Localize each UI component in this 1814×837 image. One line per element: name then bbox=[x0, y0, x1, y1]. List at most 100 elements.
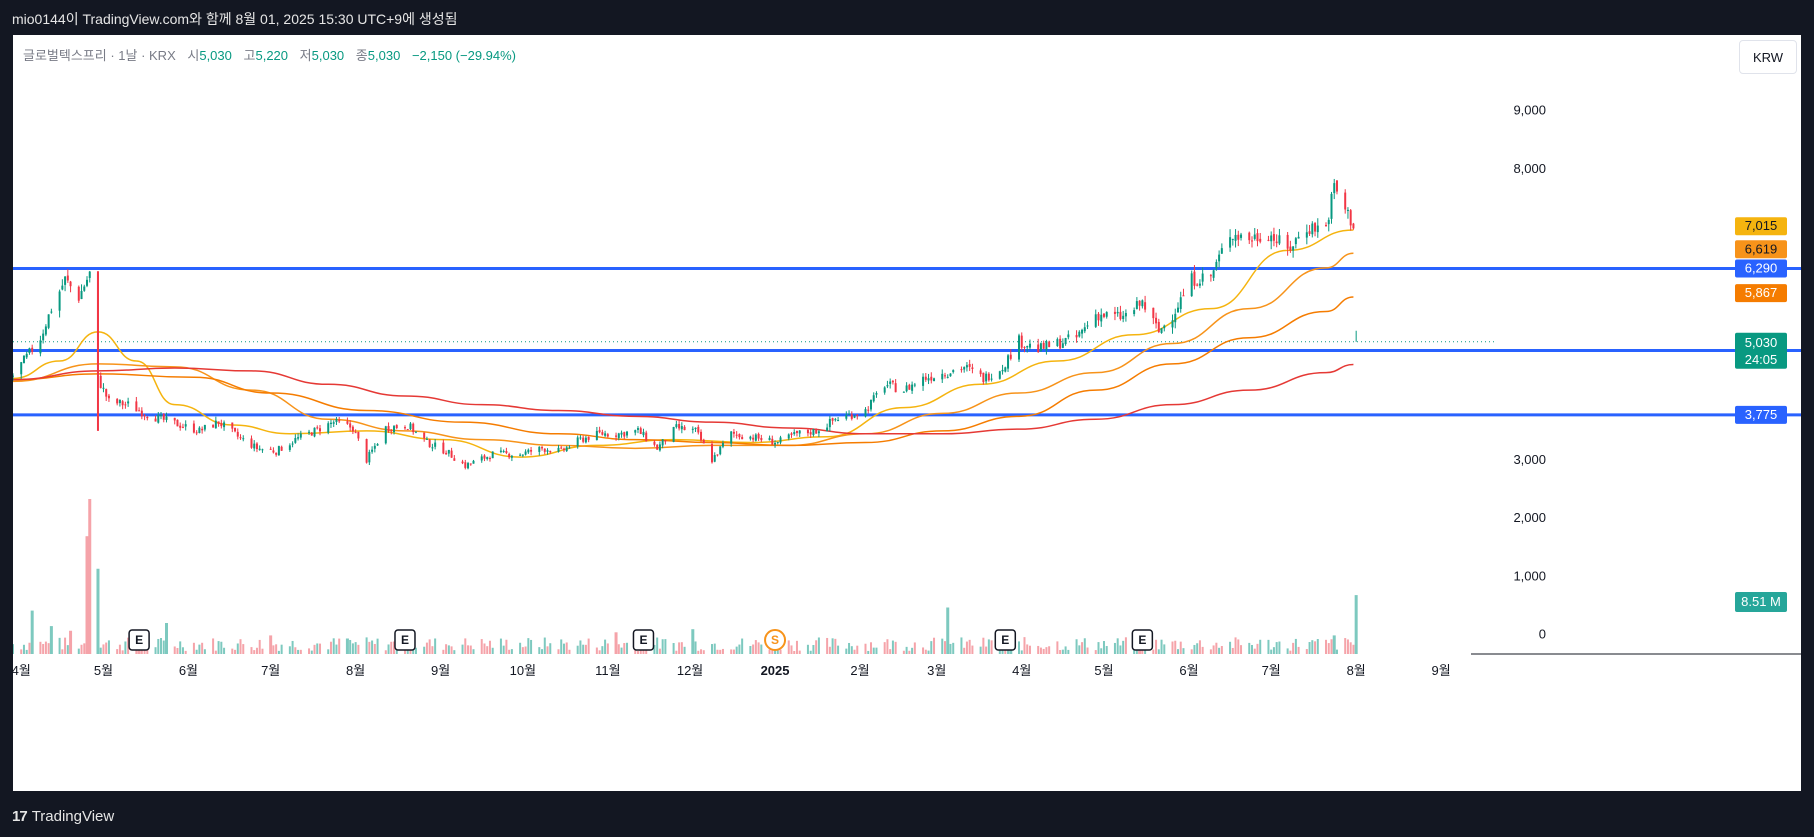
candle-body bbox=[700, 431, 703, 441]
volume-bar bbox=[179, 641, 182, 654]
tradingview-logo[interactable]: 17 TradingView bbox=[12, 807, 114, 827]
candle-body bbox=[790, 433, 793, 435]
candle-body bbox=[483, 455, 486, 459]
candle-body bbox=[1023, 346, 1026, 348]
tradingview-brand: TradingView bbox=[31, 808, 115, 825]
volume-bar bbox=[261, 648, 264, 654]
candle-body bbox=[406, 429, 409, 431]
volume-bar bbox=[499, 638, 502, 654]
volume-bar bbox=[1020, 650, 1023, 654]
chart-area[interactable]: 4월 5월 6월 7월 8월 9월 10월 11월 12월 2025 2월 3월 4월 5월 6월 7월 8월 9… bbox=[13, 35, 1801, 791]
candle-body bbox=[1155, 317, 1158, 324]
volume-bar bbox=[1039, 647, 1042, 654]
candle-body bbox=[1026, 346, 1029, 348]
candle-body bbox=[371, 449, 374, 452]
volume-bar bbox=[790, 645, 793, 654]
candle-body bbox=[64, 276, 67, 285]
candle-body bbox=[143, 415, 146, 417]
candle-body bbox=[165, 416, 168, 420]
candle-body bbox=[1286, 234, 1289, 249]
candle-body bbox=[351, 426, 354, 432]
candle-body bbox=[1160, 328, 1163, 333]
volume-bar bbox=[1064, 646, 1067, 654]
candle-body bbox=[541, 447, 544, 449]
candle-body bbox=[1240, 234, 1243, 238]
candle-body bbox=[1124, 313, 1127, 317]
volume-bar bbox=[1119, 645, 1122, 654]
volume-bar bbox=[184, 650, 187, 654]
volume-bar bbox=[1061, 649, 1064, 654]
volume-bar bbox=[626, 642, 629, 654]
candle-body bbox=[524, 451, 527, 455]
volume-bar bbox=[291, 640, 294, 654]
volume-bar bbox=[1042, 648, 1045, 654]
volume-bar bbox=[653, 644, 656, 654]
candle-body bbox=[1229, 237, 1232, 248]
volume-bar bbox=[828, 646, 831, 654]
volume-bar bbox=[905, 646, 908, 654]
volume-bar bbox=[165, 623, 169, 654]
volume-bar bbox=[565, 642, 568, 654]
candle-body bbox=[623, 432, 626, 437]
volume-bar bbox=[450, 646, 453, 654]
candle-body bbox=[1100, 314, 1103, 322]
candle-body bbox=[1020, 335, 1023, 348]
candle-body bbox=[505, 451, 508, 454]
candle-body bbox=[349, 423, 352, 428]
volume-bar bbox=[160, 638, 163, 654]
price-tag bbox=[1735, 259, 1787, 278]
candle-body bbox=[774, 442, 777, 445]
candle-body bbox=[365, 439, 368, 463]
candle-body bbox=[22, 355, 25, 364]
candle-body bbox=[738, 434, 741, 438]
volume-bar bbox=[1026, 644, 1029, 654]
volume-bar bbox=[1056, 641, 1059, 654]
volume-bar bbox=[1286, 648, 1289, 654]
volume-bar bbox=[1229, 641, 1232, 654]
candle-body bbox=[1138, 300, 1141, 306]
volume-bar bbox=[1075, 639, 1078, 654]
price-chart[interactable]: 4월 5월 6월 7월 8월 9월 10월 11월 12월 2025 2월 3월 4월 5월 6월 7월 8월 9… bbox=[13, 35, 1801, 791]
volume-bar bbox=[1330, 639, 1333, 654]
candle-body bbox=[872, 395, 875, 402]
volume-bar bbox=[1105, 646, 1108, 654]
price-tag-label: 7,015 bbox=[1745, 218, 1778, 233]
volume-bar bbox=[299, 649, 302, 654]
x-tick-label: 12월 bbox=[677, 663, 703, 678]
volume-bar bbox=[943, 641, 946, 654]
candle-body bbox=[1086, 325, 1089, 327]
candle-body bbox=[428, 439, 431, 448]
candle-body bbox=[1004, 367, 1007, 372]
event-label: S bbox=[771, 633, 779, 647]
volume-bar bbox=[949, 643, 952, 654]
volume-bar bbox=[601, 646, 604, 654]
volume-bar bbox=[694, 641, 697, 654]
candle-body bbox=[1237, 234, 1240, 240]
candle-body bbox=[77, 286, 80, 301]
volume-bar bbox=[316, 643, 319, 654]
volume-bar bbox=[488, 640, 491, 654]
candle-body bbox=[1179, 297, 1182, 309]
candle-body bbox=[656, 444, 659, 450]
symbol-name[interactable]: 글로벌텍스프리 · 1날 · KRX bbox=[23, 48, 176, 63]
volume-bar bbox=[310, 650, 313, 654]
volume-bar bbox=[757, 642, 760, 654]
volume-bar bbox=[795, 640, 798, 654]
volume-bar bbox=[66, 645, 69, 654]
volume-bar bbox=[351, 643, 354, 654]
volume-bar bbox=[453, 650, 456, 654]
volume-bar bbox=[872, 647, 875, 654]
earnings-event-marker bbox=[632, 629, 655, 651]
volume-bar bbox=[253, 650, 256, 654]
candle-body bbox=[1256, 233, 1259, 242]
volume-bar bbox=[1316, 639, 1319, 654]
volume-bar bbox=[192, 642, 195, 654]
volume-bar bbox=[288, 646, 291, 654]
candle-body bbox=[732, 431, 735, 434]
candle-body bbox=[480, 456, 483, 461]
price-tag-label: 6,619 bbox=[1745, 241, 1778, 256]
volume-bar bbox=[645, 649, 648, 654]
currency-button[interactable]: KRW bbox=[1739, 40, 1797, 74]
volume-bar bbox=[414, 647, 417, 654]
candle-body bbox=[856, 415, 859, 417]
